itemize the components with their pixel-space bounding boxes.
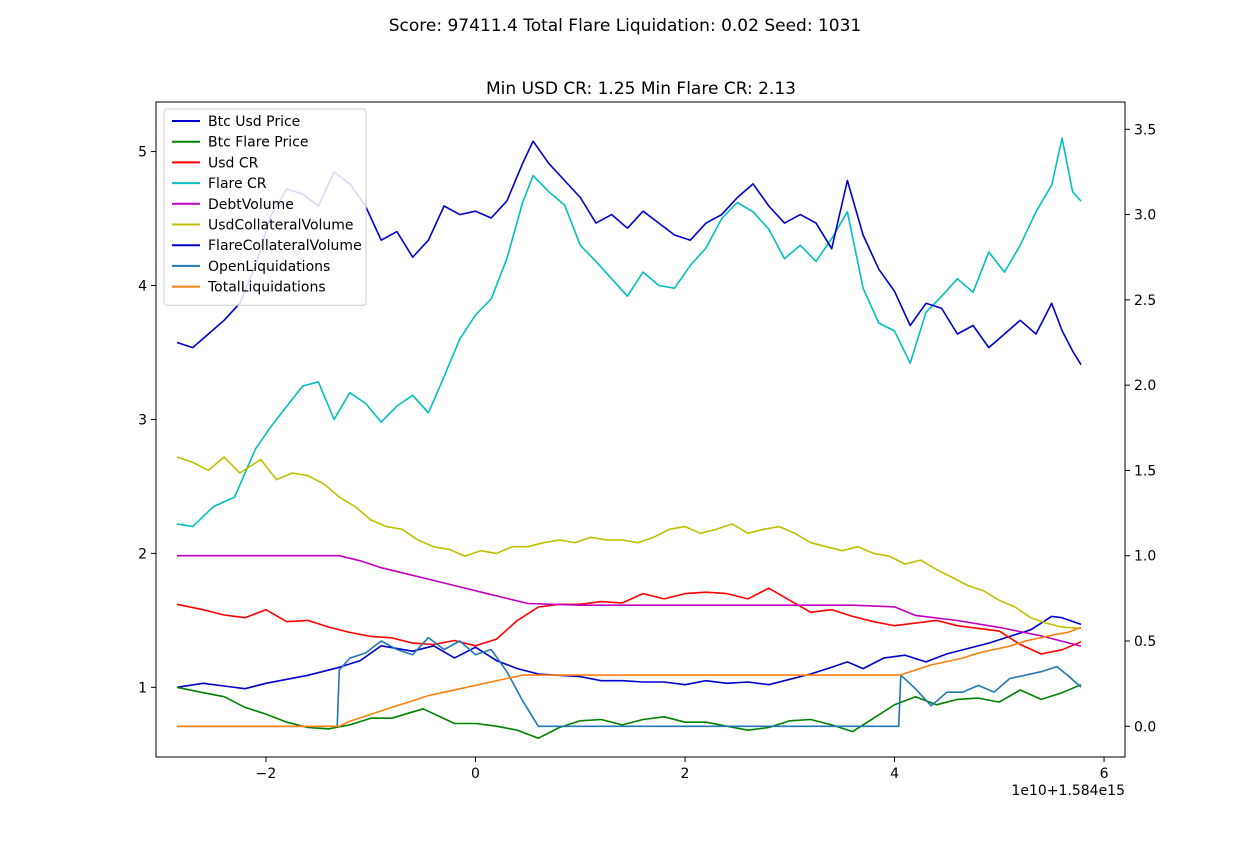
y-axis-right: 0.0 0.5 1.0 1.5 2.0 2.5 3.0 3.5 bbox=[1125, 122, 1156, 735]
y-left-tick-label: 5 bbox=[138, 145, 147, 161]
series-line-openliquidations bbox=[177, 636, 1082, 728]
axes-title: Min USD CR: 1.25 Min Flare CR: 2.13 bbox=[486, 79, 796, 99]
y-right-tick-label: 3.0 bbox=[1134, 208, 1156, 224]
y-left-tick-label: 1 bbox=[138, 680, 147, 696]
legend-label-flarecollateralvolume: FlareCollateralVolume bbox=[208, 238, 362, 254]
x-tick-label: 6 bbox=[1100, 766, 1109, 782]
x-axis: −2 0 2 4 6 bbox=[256, 757, 1109, 782]
y-left-tick-label: 4 bbox=[138, 279, 147, 295]
y-right-tick-label: 0.5 bbox=[1134, 634, 1156, 650]
legend-label-openliquidations: OpenLiquidations bbox=[208, 259, 330, 275]
y-right-tick-label: 2.0 bbox=[1134, 378, 1156, 394]
figure-suptitle: Score: 97411.4 Total Flare Liquidation: … bbox=[389, 16, 862, 36]
y-left-tick-label: 3 bbox=[138, 412, 147, 428]
legend-box bbox=[163, 108, 367, 306]
x-tick-label: 4 bbox=[890, 766, 899, 782]
x-tick-label: 0 bbox=[471, 766, 480, 782]
y-left-tick-label: 2 bbox=[138, 546, 147, 562]
y-right-tick-label: 0.0 bbox=[1134, 719, 1156, 735]
legend-label-usd-cr: Usd CR bbox=[208, 155, 259, 171]
legend-label-btc-usd-price: Btc Usd Price bbox=[208, 114, 300, 130]
series-line-totalliquidations bbox=[177, 626, 1082, 728]
y-axis-left: 1 2 3 4 5 bbox=[138, 145, 156, 696]
series-line-debtvolume bbox=[177, 554, 1082, 647]
series-line-btc-usd-price bbox=[176, 615, 1082, 690]
y-right-tick-label: 3.5 bbox=[1134, 122, 1156, 138]
legend-label-debtvolume: DebtVolume bbox=[208, 197, 294, 213]
legend-label-totalliquidations: TotalLiquidations bbox=[207, 280, 326, 296]
x-offset-label: 1e10+1.584e15 bbox=[1011, 783, 1125, 799]
legend-label-btc-flare-price: Btc Flare Price bbox=[208, 135, 308, 151]
x-tick-label: −2 bbox=[256, 766, 277, 782]
x-tick-label: 2 bbox=[681, 766, 690, 782]
series-line-usdcollateralvolume bbox=[176, 456, 1082, 630]
legend: Btc Usd Price Btc Flare Price Usd CR Flare … bbox=[163, 108, 367, 306]
series-line-usd-cr bbox=[176, 587, 1082, 655]
y-right-tick-label: 1.5 bbox=[1134, 463, 1156, 479]
y-right-tick-label: 1.0 bbox=[1134, 549, 1156, 565]
series-line-flare-cr bbox=[176, 137, 1082, 528]
legend-label-flare-cr: Flare CR bbox=[208, 176, 267, 192]
y-right-tick-label: 2.5 bbox=[1134, 293, 1156, 309]
legend-label-usdcollateralvolume: UsdCollateralVolume bbox=[208, 218, 354, 234]
series-line-btc-flare-price bbox=[176, 683, 1082, 740]
axes-frame bbox=[155, 101, 1126, 758]
